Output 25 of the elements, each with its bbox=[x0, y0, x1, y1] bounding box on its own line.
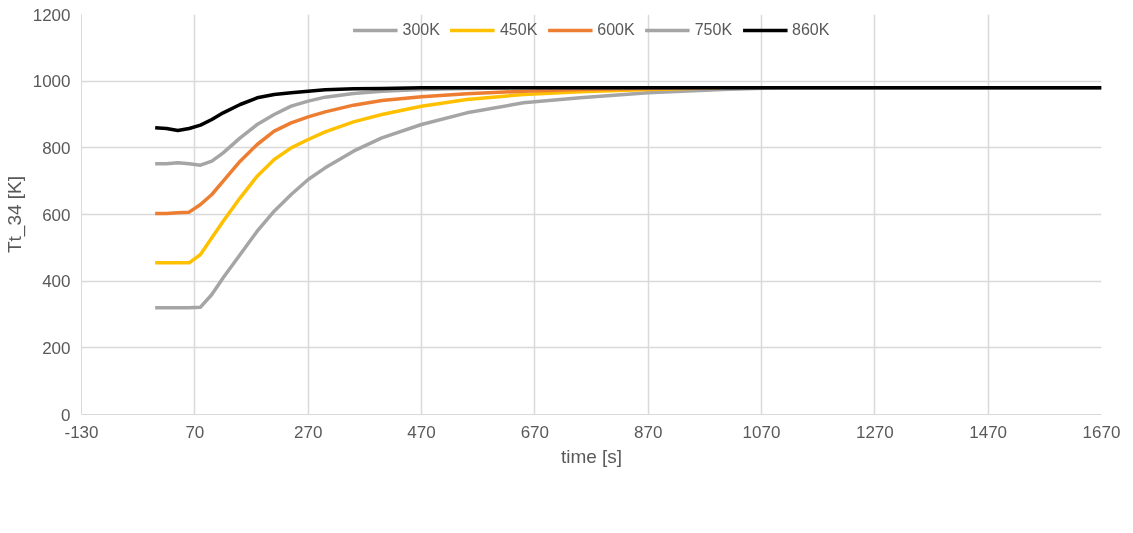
legend-label: 860K bbox=[792, 21, 830, 39]
x-tick-label: 470 bbox=[407, 422, 436, 442]
legend-label: 300K bbox=[402, 21, 440, 39]
y-axis-title: Tt_34 [K] bbox=[3, 175, 26, 254]
x-axis-title: time [s] bbox=[560, 445, 623, 467]
x-tick-label: 70 bbox=[185, 422, 205, 442]
legend-label: 600K bbox=[597, 21, 635, 39]
legend-label: 450K bbox=[499, 21, 538, 39]
x-tick-label: 870 bbox=[633, 422, 663, 442]
x-tick-label: 1670 bbox=[1082, 422, 1121, 442]
y-tick-label: 1200 bbox=[32, 5, 71, 25]
x-tick-label: -130 bbox=[64, 422, 99, 442]
y-tick-label: 0 bbox=[61, 405, 71, 425]
y-tick-label: 200 bbox=[42, 338, 71, 358]
x-tick-label: 1270 bbox=[855, 422, 894, 442]
x-tick-label: 670 bbox=[520, 422, 550, 442]
x-tick-label: 1070 bbox=[742, 422, 781, 442]
y-tick-label: 800 bbox=[42, 138, 71, 158]
x-tick-label: 270 bbox=[293, 422, 323, 442]
x-tick-label: 1470 bbox=[969, 422, 1008, 442]
legend-label: 750K bbox=[694, 21, 733, 39]
y-tick-label: 400 bbox=[42, 272, 71, 292]
y-tick-label: 600 bbox=[42, 205, 71, 225]
line-series bbox=[153, 86, 1102, 133]
y-tick-label: 1000 bbox=[32, 72, 71, 92]
